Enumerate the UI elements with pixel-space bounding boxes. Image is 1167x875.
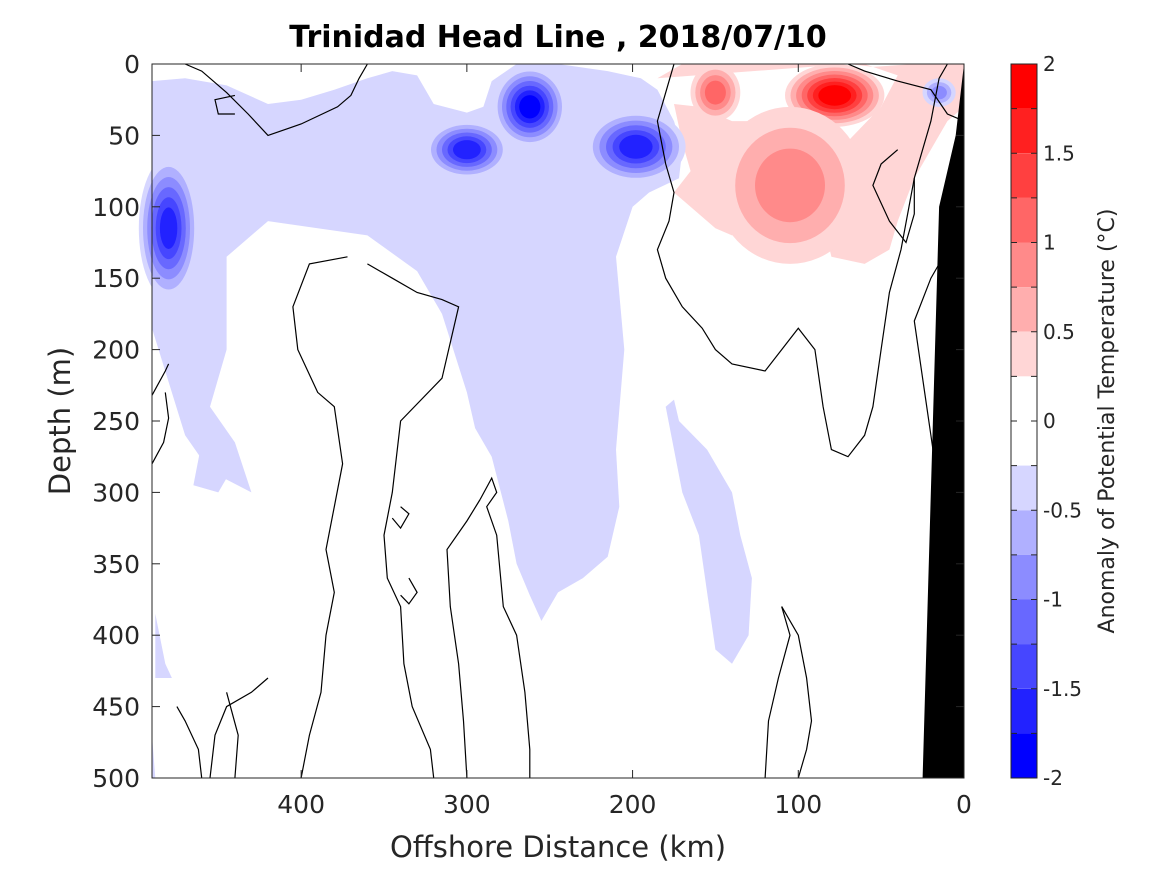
weak-cold-region <box>155 613 172 678</box>
weak-warm-region <box>657 64 964 264</box>
colorbar-segment <box>1011 242 1037 288</box>
chart-title: Trinidad Head Line , 2018/07/10 <box>289 20 826 55</box>
zero-contour-line <box>292 256 348 779</box>
colorbar-segment <box>1011 599 1037 645</box>
colorbar-segment <box>1011 554 1037 600</box>
anomaly-core-band <box>519 95 541 119</box>
colorbar-segment <box>1011 688 1037 734</box>
colorbar-segment <box>1011 644 1037 689</box>
zero-contour-line <box>872 149 915 244</box>
weak-cold-region <box>152 735 156 778</box>
shelf-bathymetry <box>922 64 964 778</box>
colorbar-segment <box>1011 465 1037 511</box>
x-axis-label: Offshore Distance (km) <box>390 830 726 864</box>
colorbar-tick-label: -1 <box>1043 588 1063 612</box>
x-tick-label: 0 <box>956 790 972 819</box>
colorbar-segment <box>1011 421 1037 466</box>
y-axis-label: Depth (m) <box>43 347 77 495</box>
zero-contour-line <box>847 63 965 122</box>
weak-cold-region <box>665 399 752 664</box>
zero-contour-line <box>226 692 239 779</box>
anomaly-core-band <box>931 85 947 100</box>
y-tick-label: 200 <box>92 336 140 365</box>
y-tick-label: 100 <box>92 193 140 222</box>
x-tick-label: 300 <box>443 790 491 819</box>
y-tick-label: 300 <box>92 478 140 507</box>
plot-area <box>138 63 965 779</box>
weak-cold-region <box>152 64 683 621</box>
colorbar-tick-label: 2 <box>1043 52 1056 76</box>
x-tick-label: 200 <box>609 790 657 819</box>
y-tick-label: 0 <box>124 50 140 79</box>
colorbar-segment <box>1011 197 1037 243</box>
anomaly-core-band <box>704 80 726 105</box>
colorbar-tick-label: 0.5 <box>1043 320 1075 344</box>
anomaly-core-band <box>453 140 481 160</box>
zero-contour-line <box>400 577 418 605</box>
colorbar-segment <box>1011 64 1037 109</box>
colorbar-segment <box>1011 733 1037 778</box>
zero-contour-line <box>781 606 813 779</box>
zero-contour-line <box>184 63 368 137</box>
y-tick-label: 50 <box>108 121 140 150</box>
zero-contour-line <box>176 706 203 779</box>
zero-contour-line <box>656 63 948 458</box>
y-tick-label: 250 <box>92 407 140 436</box>
colorbar-tick-label: -0.5 <box>1043 498 1082 522</box>
y-tick-label: 150 <box>92 264 140 293</box>
anomaly-core-band <box>159 207 178 249</box>
colorbar-segment <box>1011 108 1037 154</box>
colorbar-segment <box>1011 287 1037 332</box>
colorbar-segment <box>1011 510 1037 555</box>
colorbar-segment <box>1011 153 1037 198</box>
colorbar-segment <box>1011 376 1037 421</box>
anomaly-core-band <box>818 85 852 106</box>
x-tick-label: 100 <box>774 790 822 819</box>
colorbar-frame <box>1010 63 1038 779</box>
anomaly-core-band <box>619 134 653 159</box>
weak-cold-region <box>193 435 227 493</box>
zero-contour-line <box>391 506 410 530</box>
colorbar: 2 1.5 1 0.5 0 -0.5 -1 -1.5 -2 <box>1010 52 1082 790</box>
zero-contour-line <box>151 392 170 465</box>
anomaly-core-band <box>755 148 825 223</box>
colorbar-label: Anomaly of Potential Temperature (°C) <box>1095 209 1120 634</box>
y-tick-label: 350 <box>92 550 140 579</box>
zero-contour-line <box>764 606 791 779</box>
zero-contour-line <box>367 263 460 779</box>
x-tick-label: 400 <box>277 790 325 819</box>
zero-contour-line <box>479 476 531 778</box>
y-tick-label: 450 <box>92 693 140 722</box>
zero-contour-line <box>209 677 269 779</box>
colorbar-tick-label: -2 <box>1043 766 1063 790</box>
colorbar-tick-label: 1.5 <box>1043 141 1075 165</box>
zero-contour-line <box>214 94 236 115</box>
zero-contours <box>151 63 965 779</box>
colorbar-tick-label: 1 <box>1043 231 1056 255</box>
y-tick-label: 400 <box>92 621 140 650</box>
y-tick-label: 500 <box>92 764 140 793</box>
x-axis: 400 300 200 100 0 <box>277 64 972 819</box>
colorbar-segment <box>1011 331 1037 377</box>
y-axis: 0 50 100 150 200 250 300 350 400 450 500 <box>92 50 964 793</box>
colorbar-tick-label: 0 <box>1043 409 1056 433</box>
zero-contour-line <box>446 499 481 779</box>
zero-contour-line <box>151 363 170 396</box>
anomaly-field <box>138 64 964 778</box>
colorbar-tick-label: -1.5 <box>1043 677 1082 701</box>
